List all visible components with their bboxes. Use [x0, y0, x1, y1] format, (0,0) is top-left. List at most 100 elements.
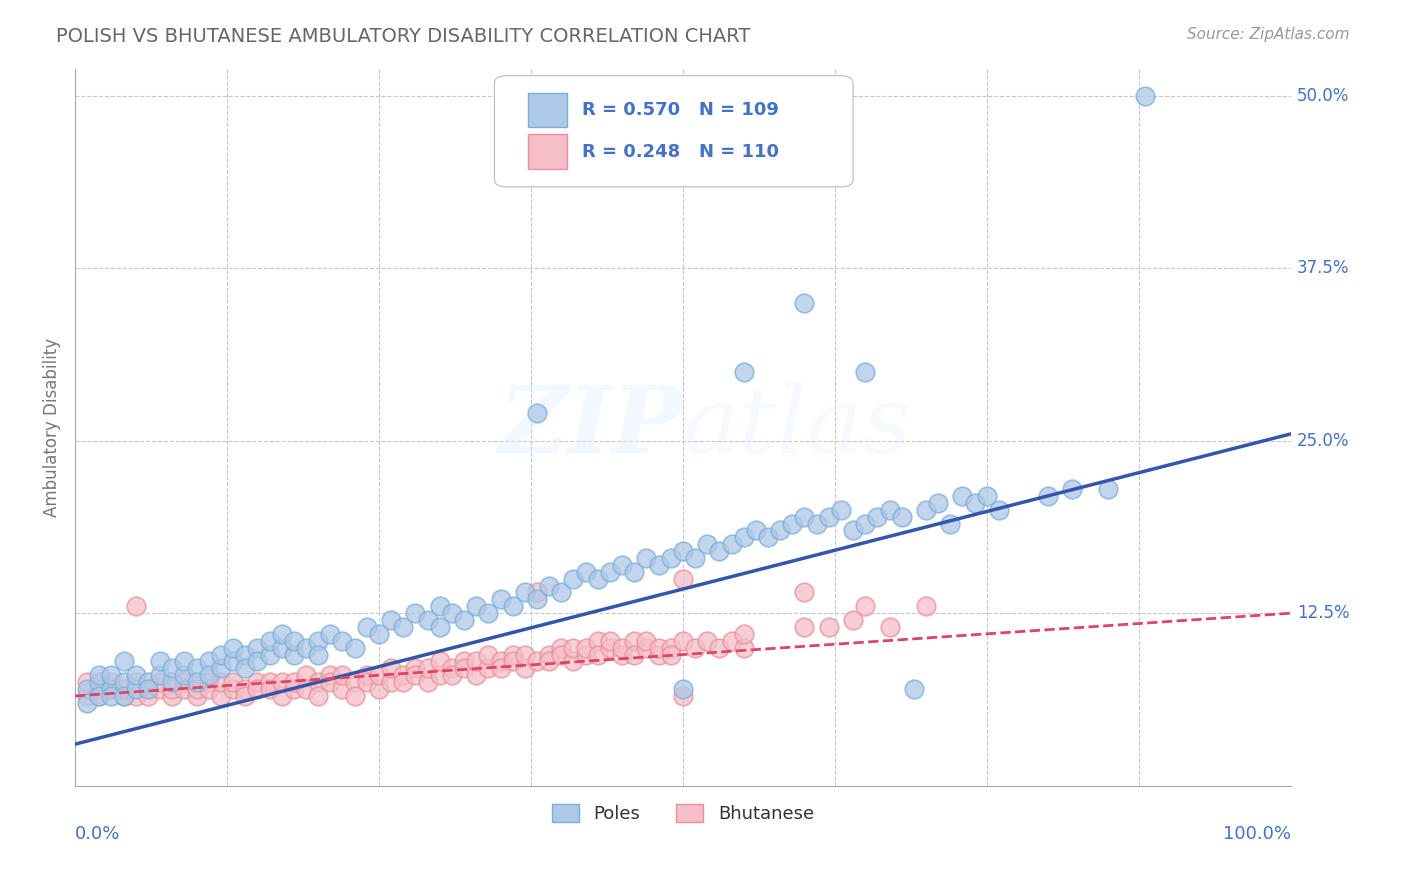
- Point: [550, 640, 572, 655]
- Point: [683, 640, 706, 655]
- Point: [295, 640, 318, 655]
- Point: [89, 689, 111, 703]
- Point: [610, 640, 633, 655]
- Point: [623, 565, 645, 579]
- Point: [307, 648, 329, 662]
- Point: [465, 655, 488, 669]
- Point: [538, 655, 561, 669]
- Point: [112, 655, 135, 669]
- Point: [89, 681, 111, 696]
- Point: [550, 585, 572, 599]
- Point: [720, 633, 742, 648]
- Point: [283, 648, 305, 662]
- Point: [356, 668, 378, 682]
- Point: [332, 668, 354, 682]
- Point: [477, 661, 499, 675]
- Point: [879, 502, 901, 516]
- Point: [270, 627, 292, 641]
- Point: [222, 655, 245, 669]
- Point: [186, 681, 208, 696]
- Point: [356, 675, 378, 690]
- Point: [659, 640, 682, 655]
- FancyBboxPatch shape: [529, 93, 568, 128]
- Text: POLISH VS BHUTANESE AMBULATORY DISABILITY CORRELATION CHART: POLISH VS BHUTANESE AMBULATORY DISABILIT…: [56, 27, 751, 45]
- Point: [647, 648, 669, 662]
- Point: [465, 599, 488, 614]
- Point: [186, 689, 208, 703]
- Point: [89, 668, 111, 682]
- Point: [586, 572, 609, 586]
- Point: [915, 502, 938, 516]
- Point: [270, 640, 292, 655]
- Point: [380, 675, 402, 690]
- Point: [793, 620, 815, 634]
- Point: [149, 668, 172, 682]
- Point: [246, 681, 269, 696]
- Point: [647, 558, 669, 572]
- Point: [526, 585, 548, 599]
- Point: [782, 516, 804, 531]
- Point: [368, 681, 391, 696]
- Point: [416, 661, 439, 675]
- Point: [100, 681, 122, 696]
- Point: [489, 655, 512, 669]
- Point: [842, 613, 865, 627]
- Point: [477, 606, 499, 620]
- Point: [988, 502, 1011, 516]
- Point: [853, 516, 876, 531]
- Point: [793, 509, 815, 524]
- Point: [1036, 489, 1059, 503]
- Point: [380, 661, 402, 675]
- Point: [197, 675, 219, 690]
- Point: [672, 544, 695, 558]
- Point: [136, 681, 159, 696]
- Point: [270, 689, 292, 703]
- Point: [562, 655, 585, 669]
- Point: [672, 681, 695, 696]
- Point: [636, 640, 658, 655]
- Point: [879, 620, 901, 634]
- Point: [915, 599, 938, 614]
- Point: [526, 655, 548, 669]
- Point: [222, 640, 245, 655]
- Point: [343, 675, 366, 690]
- Point: [283, 633, 305, 648]
- Point: [416, 675, 439, 690]
- Point: [538, 648, 561, 662]
- Point: [76, 681, 98, 696]
- Point: [513, 648, 536, 662]
- Point: [246, 675, 269, 690]
- Text: R = 0.248   N = 110: R = 0.248 N = 110: [582, 143, 779, 161]
- Point: [162, 689, 184, 703]
- Point: [489, 661, 512, 675]
- Point: [586, 633, 609, 648]
- Point: [890, 509, 912, 524]
- Point: [610, 558, 633, 572]
- Point: [162, 675, 184, 690]
- Point: [259, 648, 281, 662]
- Point: [610, 648, 633, 662]
- Point: [733, 365, 755, 379]
- Point: [295, 668, 318, 682]
- Point: [259, 681, 281, 696]
- Legend: Poles, Bhutanese: Poles, Bhutanese: [544, 797, 821, 830]
- Point: [1133, 89, 1156, 103]
- Point: [404, 661, 426, 675]
- Point: [939, 516, 962, 531]
- Point: [599, 640, 621, 655]
- Point: [368, 627, 391, 641]
- Point: [502, 648, 524, 662]
- Point: [89, 675, 111, 690]
- FancyBboxPatch shape: [495, 76, 853, 186]
- Point: [392, 620, 415, 634]
- Point: [233, 689, 256, 703]
- Point: [453, 655, 475, 669]
- FancyBboxPatch shape: [529, 135, 568, 169]
- Point: [477, 648, 499, 662]
- Point: [586, 648, 609, 662]
- Point: [162, 681, 184, 696]
- Point: [575, 640, 598, 655]
- Point: [173, 681, 195, 696]
- Point: [149, 681, 172, 696]
- Point: [562, 640, 585, 655]
